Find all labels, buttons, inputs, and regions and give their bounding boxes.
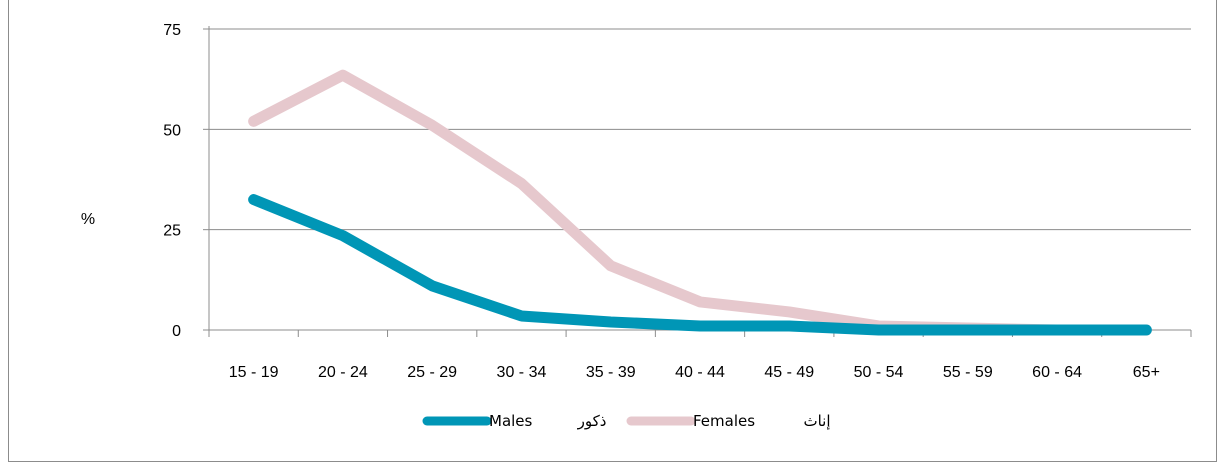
line-chart: 0 25 50 75 15 - 19 20 - 24 25 - 29 30 - 34 35 -…: [81, 22, 1192, 430]
series-line-males: [248, 194, 1152, 336]
x-tick-label: 45 - 49: [764, 364, 814, 381]
y-tick-label: 75: [163, 22, 181, 39]
x-tick-label: 55 - 59: [943, 364, 993, 381]
legend-label-females: Females: [693, 412, 755, 430]
series-line-females: [248, 69, 1152, 336]
x-tick-labels: 15 - 19 20 - 24 25 - 29 30 - 34 35 - 39 40 - …: [229, 364, 1160, 381]
x-tick-label: 35 - 39: [586, 364, 636, 381]
x-tick-label: 50 - 54: [854, 364, 904, 381]
x-tick-label: 25 - 29: [407, 364, 457, 381]
y-axis-label: %: [81, 211, 95, 228]
series-lines: [248, 69, 1152, 336]
x-tick-label: 15 - 19: [229, 364, 279, 381]
legend: Males ذكور Females إناث: [422, 412, 831, 430]
x-tick-label: 60 - 64: [1032, 364, 1082, 381]
y-tick-labels: 0 25 50 75: [163, 22, 181, 340]
y-tick-label: 25: [163, 223, 181, 240]
x-tick-label: 40 - 44: [675, 364, 725, 381]
x-tick-label: 20 - 24: [318, 364, 368, 381]
x-tick-label: 65+: [1133, 364, 1160, 381]
legend-label-males: Males: [489, 412, 533, 430]
y-tick-label: 0: [172, 323, 181, 340]
y-tick-label: 50: [163, 122, 181, 139]
axes: [203, 26, 1192, 337]
chart-frame: 0 25 50 75 15 - 19 20 - 24 25 - 29 30 - 34 35 -…: [8, 0, 1217, 462]
x-tick-label: 30 - 34: [497, 364, 547, 381]
legend-label-ar-males: ذكور: [577, 412, 607, 430]
legend-label-ar-females: إناث: [803, 412, 830, 430]
gridlines: [209, 28, 1191, 231]
